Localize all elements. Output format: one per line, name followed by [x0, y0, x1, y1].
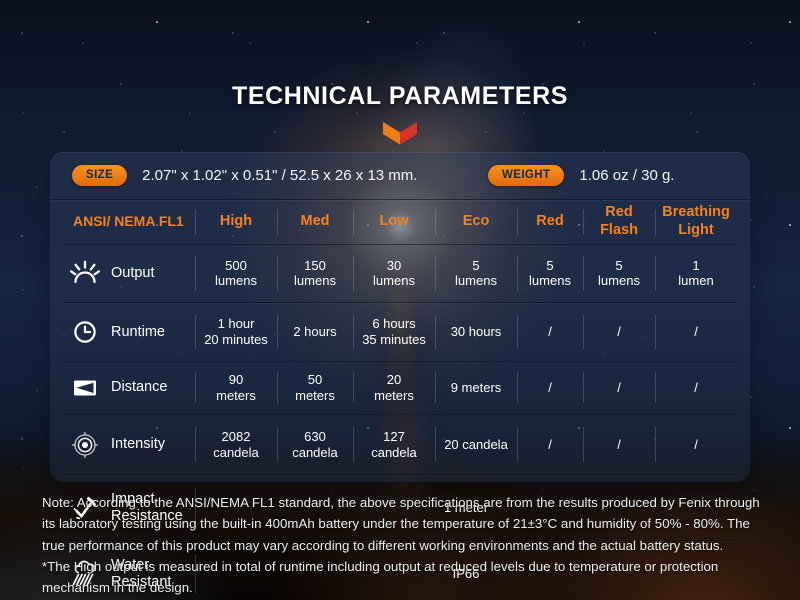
runtime-icon: [69, 319, 101, 345]
notes-section: Note: According to the ANSI/NEMA FL1 sta…: [42, 492, 764, 598]
output-low: 30 lumens: [353, 243, 435, 303]
runtime-med: 2 hours: [277, 302, 353, 362]
page-title: TECHNICAL PARAMETERS: [231, 82, 569, 110]
runtime-red: /: [517, 302, 583, 362]
output-high: 500 lumens: [195, 243, 277, 303]
intensity-low: 127 candela: [353, 413, 435, 475]
size-weight-row: SIZE 2.07" x 1.02" x 0.51" / 52.5 x 26 x…: [50, 152, 750, 200]
intensity-high: 2082 candela: [195, 413, 277, 475]
intensity-icon: [69, 431, 101, 459]
distance-red-flash: /: [583, 360, 655, 415]
technical-parameters-panel: SIZE 2.07" x 1.02" x 0.51" / 52.5 x 26 x…: [50, 152, 750, 600]
distance-red: /: [517, 360, 583, 415]
intensity-red-flash: /: [583, 413, 655, 475]
weight-value: 1.06 oz / 30 g.: [579, 167, 675, 184]
weight-spec: WEIGHT 1.06 oz / 30 g.: [488, 165, 674, 186]
intensity-breathing-light: /: [655, 413, 737, 475]
column-header-eco: Eco: [435, 200, 517, 244]
note-footnote: *The High output is measured in total of…: [42, 558, 719, 596]
table-header-row: ANSI/ NEMA FL1 High Med Low Eco Red Red …: [63, 200, 737, 244]
table-row-water-resistant: Water Resistant IP66: [63, 540, 737, 600]
output-icon: [69, 260, 101, 286]
column-header-high: High: [195, 200, 277, 244]
distance-high: 90 meters: [195, 360, 277, 415]
column-header-low: Low: [353, 200, 435, 244]
water-resistant-value: IP66: [195, 540, 737, 600]
impact-resistance-value: 1 meter: [195, 474, 737, 541]
impact-resistance-icon: [69, 496, 101, 520]
table-row-impact-resistance: Impact Resistance 1 meter: [63, 474, 737, 541]
distance-icon: [69, 378, 101, 398]
runtime-breathing-light: /: [655, 302, 737, 362]
row-label-output: Output: [111, 265, 155, 282]
intensity-red: /: [517, 413, 583, 475]
row-label-impact-resistance: Impact Resistance: [111, 491, 183, 524]
column-header-med: Med: [277, 200, 353, 244]
runtime-low: 6 hours 35 minutes: [353, 302, 435, 362]
row-label-runtime: Runtime: [111, 323, 165, 340]
distance-med: 50 meters: [277, 360, 353, 415]
table-row-intensity: Intensity 2082 candela 630 candela 127 c…: [63, 413, 737, 475]
runtime-high: 1 hour 20 minutes: [195, 302, 277, 362]
row-label-water-resistant: Water Resistant: [111, 557, 172, 590]
intensity-eco: 20 candela: [435, 413, 517, 475]
output-med: 150 lumens: [277, 243, 353, 303]
row-label-intensity: Intensity: [111, 436, 165, 453]
size-value: 2.07" x 1.02" x 0.51" / 52.5 x 26 x 13 m…: [142, 167, 418, 184]
row-label-distance: Distance: [111, 379, 168, 396]
distance-eco: 9 meters: [435, 360, 517, 415]
distance-breathing-light: /: [655, 360, 737, 415]
intensity-med: 630 candela: [277, 413, 353, 475]
table-row-output: Output 500 lumens 150 lumens 30 lumens 5…: [63, 243, 737, 303]
output-eco: 5 lumens: [435, 243, 517, 303]
runtime-eco: 30 hours: [435, 302, 517, 362]
weight-badge: WEIGHT: [488, 165, 565, 186]
note-paragraph: Note: According to the ANSI/NEMA FL1 sta…: [42, 495, 760, 553]
size-badge: SIZE: [72, 165, 128, 186]
size-spec: SIZE 2.07" x 1.02" x 0.51" / 52.5 x 26 x…: [72, 165, 488, 186]
output-red: 5 lumens: [517, 243, 583, 303]
runtime-red-flash: /: [583, 302, 655, 362]
column-header-red: Red: [517, 200, 583, 244]
column-header-ansi-nema-fl1: ANSI/ NEMA FL1: [73, 213, 184, 230]
table-row-distance: Distance 90 meters 50 meters 20 meters 9…: [63, 360, 737, 415]
table-row-runtime: Runtime 1 hour 20 minutes 2 hours 6 hour…: [63, 302, 737, 362]
column-header-red-flash: Red Flash: [583, 200, 655, 244]
chevron-down-icon: [0, 122, 800, 151]
output-red-flash: 5 lumens: [583, 243, 655, 303]
parameters-table: ANSI/ NEMA FL1 High Med Low Eco Red Red …: [63, 200, 737, 600]
column-header-breathing-light: Breathing Light: [655, 200, 737, 244]
water-resistant-icon: [69, 560, 101, 587]
output-breathing-light: 1 lumen: [655, 243, 737, 303]
distance-low: 20 meters: [353, 360, 435, 415]
